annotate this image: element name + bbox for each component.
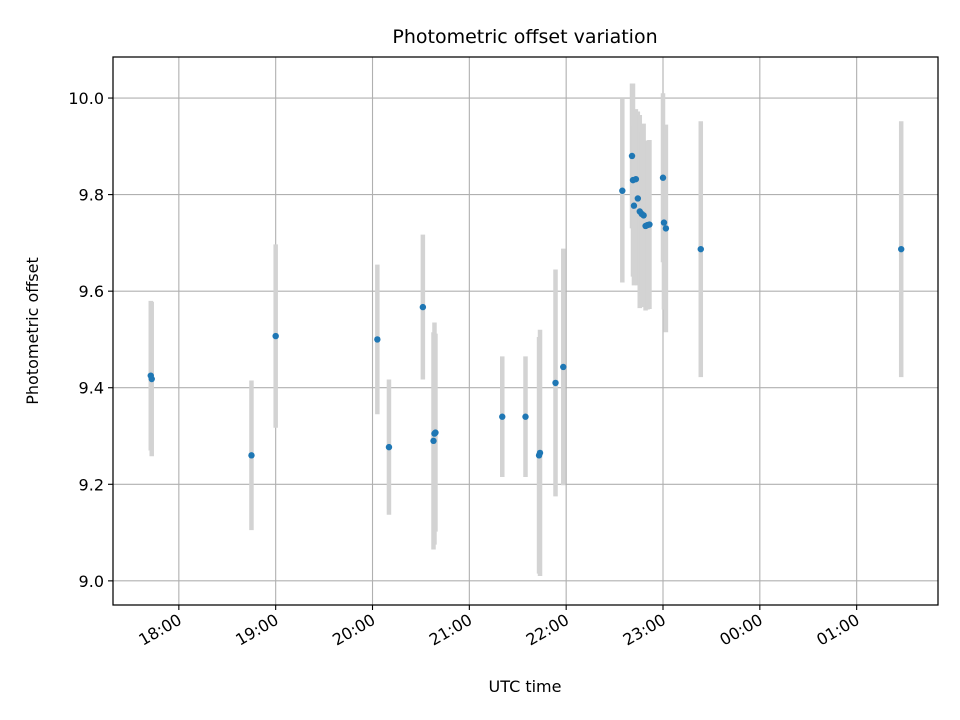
data-point (374, 336, 381, 343)
data-point (640, 212, 647, 219)
data-point (659, 174, 667, 181)
data-point (697, 245, 704, 253)
data-points (147, 152, 905, 459)
data-point (646, 221, 653, 228)
data-point (499, 413, 506, 420)
chart-title: Photometric offset variation (392, 26, 657, 48)
data-point (419, 303, 427, 311)
x-axis-label: UTC time (489, 677, 562, 696)
plot-frame (112, 56, 939, 606)
data-point (248, 452, 255, 459)
y-tick-label: 9.6 (79, 282, 104, 301)
data-point (552, 379, 559, 387)
data-point (662, 225, 670, 232)
y-tick-label: 9.4 (79, 379, 104, 398)
data-point (536, 449, 544, 457)
data-point (560, 363, 567, 371)
data-point (628, 152, 636, 160)
data-point (385, 443, 393, 451)
data-point (148, 375, 155, 383)
data-point (432, 429, 439, 436)
y-tick-label: 10.0 (68, 89, 104, 108)
y-tick-label: 9.0 (79, 572, 104, 591)
data-point (430, 437, 437, 445)
data-point (898, 245, 905, 253)
data-point (660, 219, 668, 226)
data-point (272, 332, 279, 340)
data-point (522, 413, 529, 420)
y-tick-label: 9.2 (79, 475, 104, 494)
data-point (630, 202, 638, 209)
data-point (634, 195, 642, 202)
data-point (619, 187, 626, 194)
data-point (632, 175, 640, 183)
y-axis-label: Photometric offset (23, 257, 42, 405)
y-tick-label: 9.8 (79, 186, 104, 205)
